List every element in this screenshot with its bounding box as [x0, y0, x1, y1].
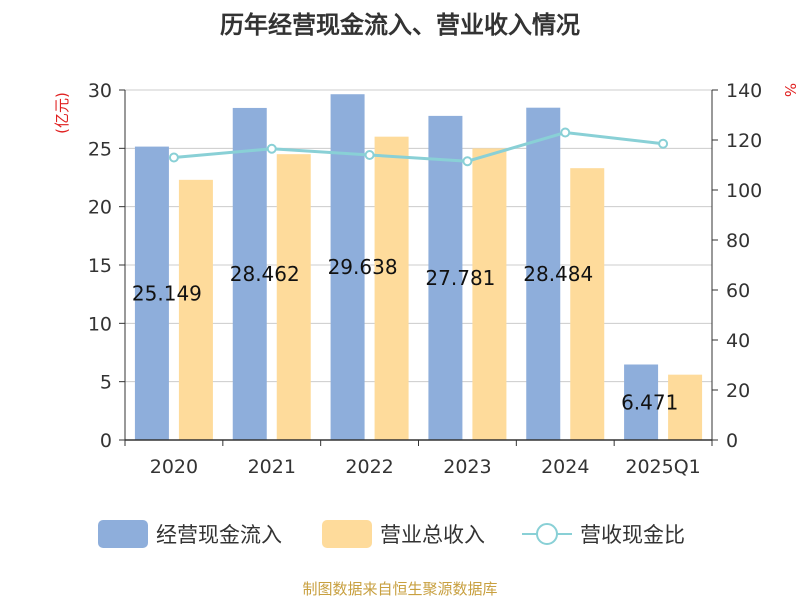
y-right-tick-label: 0 [726, 430, 738, 452]
chart-title: 历年经营现金流入、营业收入情况 [220, 11, 580, 39]
line-point [168, 152, 179, 163]
bar-cash-inflow [526, 107, 561, 440]
legend-label: 营业总收入 [380, 523, 485, 547]
source-note: 制图数据来自恒生聚源数据库 [302, 580, 497, 598]
y-right-tick-label: 80 [726, 230, 750, 252]
bar-cash-inflow [134, 146, 169, 440]
bar-revenue [570, 168, 605, 440]
y-right-tick-label: 100 [726, 180, 762, 202]
line-point [462, 156, 473, 167]
line-point [364, 150, 375, 160]
y-right-tick-label: 60 [726, 280, 750, 302]
line-point [658, 138, 669, 149]
bars-layer [134, 94, 703, 441]
y-left-unit: (亿元) [53, 92, 71, 134]
bar-revenue [178, 179, 213, 441]
legend-swatch [322, 520, 372, 548]
data-label: 28.484 [523, 262, 593, 286]
line-layer [168, 127, 669, 167]
legend-swatch-marker [536, 523, 558, 545]
bar-cash-inflow [428, 115, 463, 440]
y-left-tick-label: 5 [100, 372, 112, 394]
y-left-tick-label: 20 [88, 197, 112, 219]
x-tick-label: 2023 [443, 456, 491, 478]
data-label: 25.149 [132, 281, 202, 305]
grid-lines [125, 89, 712, 383]
x-tick-label: 2020 [150, 456, 198, 478]
y-left-tick-label: 30 [88, 80, 112, 102]
legend: 经营现金流入 营业总收入 营收现金比 [98, 520, 685, 548]
data-label: 28.462 [230, 262, 300, 286]
y-left-tick-label: 10 [88, 313, 112, 335]
y-left-tick-label: 25 [88, 138, 112, 160]
data-label: 27.781 [425, 266, 495, 290]
y-right-tick-label: 140 [726, 80, 762, 102]
y-right-tick-label: 120 [726, 130, 762, 152]
legend-swatch [98, 520, 148, 548]
bar-revenue [668, 374, 703, 440]
data-label: 6.471 [621, 390, 678, 414]
legend-label: 营收现金比 [580, 523, 685, 547]
bar-revenue [276, 154, 311, 440]
x-tick-label: 2024 [541, 456, 589, 478]
y-left-tick-label: 15 [88, 255, 112, 277]
axes-layer: 0 5 10 15 20 25 30 0 20 40 60 80 100 120 140 2020 2021 20… [88, 80, 762, 478]
line-point [266, 143, 277, 154]
y-right-tick-label: 40 [726, 330, 750, 352]
legend-label: 经营现金流入 [156, 523, 282, 547]
x-tick-label: 2022 [345, 456, 393, 478]
line-point [560, 127, 571, 138]
line-ratio [173, 130, 664, 163]
y-left-tick-label: 0 [100, 430, 112, 452]
y-right-unit: % [781, 83, 799, 97]
bar-revenue [374, 136, 409, 440]
x-tick-label: 2025Q1 [625, 456, 700, 478]
y-right-tick-label: 20 [726, 380, 750, 402]
data-label: 29.638 [328, 255, 398, 279]
data-labels-layer: 25.149 28.462 29.638 27.781 28.484 6.471 [132, 255, 678, 414]
bar-revenue [472, 148, 507, 441]
bar-cash-inflow [232, 107, 267, 441]
bar-cash-inflow [624, 364, 659, 440]
x-tick-label: 2021 [248, 456, 296, 478]
